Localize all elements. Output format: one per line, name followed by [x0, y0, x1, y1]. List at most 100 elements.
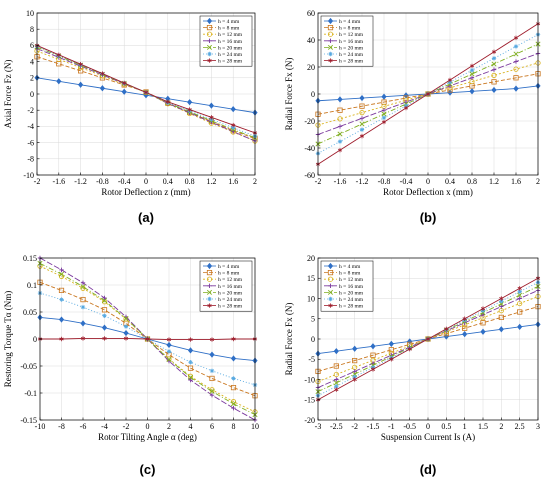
- x-tick-label: 0: [146, 422, 150, 431]
- data-point: [462, 325, 468, 331]
- data-point: [337, 147, 343, 153]
- data-point: [122, 80, 127, 86]
- panel-label: (d): [420, 462, 437, 477]
- x-tick-label: -2: [123, 422, 130, 431]
- data-point: [166, 349, 172, 354]
- data-point: [491, 49, 497, 55]
- legend: h = 4 mmh = 8 mmh = 12 mmh = 16 mmh = 20…: [199, 260, 253, 312]
- data-point: [209, 351, 215, 358]
- data-point: [78, 61, 83, 67]
- legend-marker: [206, 44, 213, 50]
- x-tick-label: 1: [463, 422, 467, 431]
- data-point: [123, 336, 129, 341]
- legend-marker: [207, 283, 212, 288]
- data-point: [513, 75, 519, 81]
- data-point: [491, 56, 497, 61]
- y-tick-label: 0: [311, 90, 315, 99]
- data-point: [337, 139, 343, 144]
- data-point: [389, 357, 394, 362]
- legend-marker: [206, 24, 213, 31]
- legend-marker: [328, 296, 333, 302]
- data-point: [188, 337, 193, 342]
- legend-marker: [207, 58, 212, 63]
- data-point: [491, 61, 497, 67]
- data-point: [381, 119, 387, 125]
- legend: h = 4 mmh = 8 mmh = 12 mmh = 16 mmh = 20…: [320, 15, 374, 67]
- x-tick-label: 0.5: [441, 422, 451, 431]
- legend-entry: h = 24 mm: [339, 52, 364, 58]
- x-tick-label: -4: [101, 422, 108, 431]
- x-tick-label: -1.6: [52, 177, 65, 186]
- data-point: [337, 131, 343, 137]
- data-point: [230, 106, 236, 113]
- legend-marker: [327, 24, 334, 31]
- data-point: [209, 392, 215, 398]
- panel-label: (a): [138, 210, 154, 225]
- data-point: [407, 346, 412, 352]
- data-point: [513, 44, 519, 49]
- data-point: [517, 296, 522, 301]
- data-point: [80, 280, 86, 286]
- data-point: [102, 313, 107, 318]
- legend-entry: h = 24 mm: [218, 52, 243, 58]
- data-point: [370, 343, 376, 350]
- legend-entry: h = 16 mm: [218, 39, 243, 45]
- legend-entry: h = 8 mm: [218, 26, 240, 32]
- data-point: [491, 86, 497, 94]
- legend-marker: [328, 283, 333, 288]
- legend-marker: [206, 17, 213, 25]
- data-point: [59, 336, 64, 342]
- data-point: [388, 347, 394, 353]
- data-point: [334, 387, 339, 392]
- y-tick-label: 40: [307, 36, 315, 45]
- legend-marker: [207, 303, 212, 308]
- y-tick-label: 10: [26, 9, 34, 18]
- x-tick-label: -2: [34, 177, 41, 186]
- data-point: [334, 384, 339, 389]
- x-axis-label: Rotor Deflection z (mm): [101, 187, 190, 197]
- y-axis-label: Radial Force Fx (N): [284, 58, 294, 131]
- data-point: [333, 363, 339, 369]
- x-tick-label: 4: [189, 422, 193, 431]
- data-point: [121, 88, 127, 95]
- y-tick-label: -15: [304, 396, 315, 405]
- legend-marker: [207, 296, 212, 302]
- data-point: [480, 306, 486, 311]
- legend-entry: h = 4 mm: [218, 264, 240, 270]
- legend-marker: [207, 38, 212, 43]
- x-tick-label: 1.5: [478, 422, 488, 431]
- legend-marker: [327, 289, 334, 295]
- data-point: [230, 401, 237, 407]
- legend-entry: h = 12 mm: [339, 32, 364, 38]
- x-tick-label: 3: [536, 422, 540, 431]
- series-line: [39, 257, 256, 421]
- legend-entry: h = 28 mm: [218, 304, 243, 310]
- x-tick-label: 1.6: [228, 177, 238, 186]
- chart-panel-a: -2 -1.6 -1.2 -0.8 -0.4 0 0.4 0.8 1.2 1.6 2 -10 -8 -6 -…: [3, 9, 258, 225]
- legend-entry: h = 24 mm: [339, 297, 364, 303]
- data-point: [359, 110, 365, 116]
- y-axis-label: Radial Force Fx (N): [284, 303, 294, 376]
- y-tick-label: 0: [33, 335, 37, 344]
- x-tick-label: 2: [499, 422, 503, 431]
- legend-marker: [327, 17, 334, 25]
- y-tick-label: 0: [311, 335, 315, 344]
- legend-marker: [206, 289, 213, 295]
- x-tick-label: 0.4: [445, 177, 455, 186]
- data-point: [352, 357, 358, 364]
- x-tick-label: -6: [80, 422, 87, 431]
- legend-entry: h = 8 mm: [339, 271, 361, 277]
- data-point: [425, 336, 431, 342]
- data-point: [209, 337, 215, 342]
- data-point: [359, 127, 365, 132]
- legend-entry: h = 16 mm: [218, 284, 243, 290]
- x-tick-label: 0: [426, 422, 430, 431]
- data-point: [188, 360, 193, 365]
- legend-entry: h = 28 mm: [339, 304, 364, 310]
- data-point: [187, 99, 193, 106]
- data-point: [101, 298, 108, 304]
- data-point: [123, 315, 129, 321]
- data-point: [359, 133, 365, 139]
- legend-entry: h = 4 mm: [218, 19, 240, 25]
